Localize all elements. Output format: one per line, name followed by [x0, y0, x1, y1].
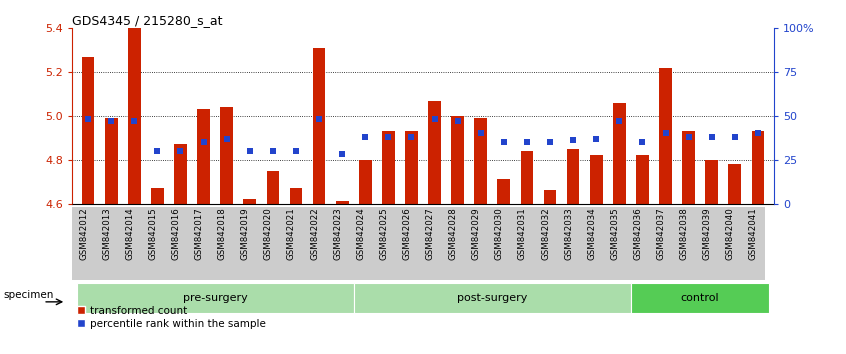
- Point: [451, 118, 464, 124]
- Bar: [151, 188, 164, 204]
- Text: GSM842028: GSM842028: [448, 207, 458, 260]
- Point: [197, 139, 211, 145]
- Text: GDS4345 / 215280_s_at: GDS4345 / 215280_s_at: [72, 14, 222, 27]
- Point: [635, 139, 649, 145]
- Text: GSM842039: GSM842039: [703, 207, 711, 260]
- Bar: [82, 57, 95, 204]
- Text: GSM842029: GSM842029: [472, 207, 481, 260]
- Bar: [359, 160, 371, 204]
- Bar: [567, 149, 580, 204]
- Bar: [497, 179, 510, 204]
- Bar: [751, 131, 764, 204]
- Point: [243, 148, 256, 154]
- Point: [359, 134, 372, 140]
- Point: [728, 134, 742, 140]
- Text: GSM842013: GSM842013: [102, 207, 111, 260]
- Bar: [706, 160, 718, 204]
- Text: GSM842017: GSM842017: [195, 207, 204, 260]
- Point: [566, 138, 580, 143]
- Text: GSM842026: GSM842026: [403, 207, 411, 260]
- Text: GSM842024: GSM842024: [356, 207, 365, 260]
- Point: [128, 118, 141, 124]
- Bar: [197, 109, 210, 204]
- Bar: [336, 201, 349, 204]
- Text: GSM842025: GSM842025: [379, 207, 388, 260]
- Bar: [728, 164, 741, 204]
- Point: [520, 139, 534, 145]
- Text: GSM842014: GSM842014: [125, 207, 135, 260]
- Text: GSM842032: GSM842032: [541, 207, 550, 260]
- Text: GSM842027: GSM842027: [426, 207, 435, 260]
- Bar: [544, 190, 557, 204]
- Point: [382, 134, 395, 140]
- Point: [289, 148, 303, 154]
- Bar: [636, 155, 649, 204]
- Bar: [682, 131, 695, 204]
- Point: [404, 134, 418, 140]
- Bar: [174, 144, 187, 204]
- Point: [497, 139, 511, 145]
- Point: [335, 152, 349, 157]
- Text: GSM842036: GSM842036: [634, 207, 642, 260]
- Point: [173, 148, 187, 154]
- Text: GSM842021: GSM842021: [287, 207, 296, 260]
- Bar: [590, 155, 602, 204]
- Text: GSM842015: GSM842015: [148, 207, 157, 260]
- Text: GSM842031: GSM842031: [518, 207, 527, 260]
- Text: post-surgery: post-surgery: [457, 293, 528, 303]
- Text: GSM842040: GSM842040: [726, 207, 735, 260]
- Bar: [428, 101, 441, 204]
- Text: specimen: specimen: [3, 290, 54, 299]
- Bar: [354, 283, 631, 313]
- Legend: transformed count, percentile rank within the sample: transformed count, percentile rank withi…: [77, 306, 266, 329]
- Bar: [405, 131, 418, 204]
- Text: GSM842022: GSM842022: [310, 207, 319, 260]
- Text: GSM842030: GSM842030: [495, 207, 504, 260]
- Text: GSM842018: GSM842018: [217, 207, 227, 260]
- Bar: [631, 283, 770, 313]
- Bar: [659, 68, 672, 204]
- Point: [151, 148, 164, 154]
- Bar: [128, 28, 140, 204]
- Text: GSM842012: GSM842012: [79, 207, 88, 260]
- Point: [312, 116, 326, 122]
- Text: GSM842019: GSM842019: [241, 207, 250, 260]
- Text: pre-surgery: pre-surgery: [183, 293, 248, 303]
- Text: GSM842037: GSM842037: [656, 207, 666, 260]
- Text: GSM842023: GSM842023: [333, 207, 342, 260]
- Bar: [382, 131, 395, 204]
- Point: [705, 134, 718, 140]
- Bar: [266, 171, 279, 204]
- Point: [590, 136, 603, 142]
- Point: [428, 116, 442, 122]
- Point: [104, 118, 118, 124]
- Point: [682, 134, 695, 140]
- Bar: [76, 283, 354, 313]
- Text: GSM842034: GSM842034: [587, 207, 596, 260]
- Bar: [313, 48, 326, 204]
- Bar: [244, 199, 256, 204]
- Text: GSM842035: GSM842035: [610, 207, 619, 260]
- Point: [751, 131, 765, 136]
- Bar: [520, 151, 533, 204]
- Text: GSM842038: GSM842038: [679, 207, 689, 260]
- Bar: [613, 103, 626, 204]
- Point: [81, 116, 95, 122]
- Bar: [105, 118, 118, 204]
- Point: [266, 148, 280, 154]
- Text: GSM842033: GSM842033: [564, 207, 573, 260]
- Point: [613, 118, 626, 124]
- Text: control: control: [681, 293, 719, 303]
- Bar: [220, 107, 233, 204]
- Point: [474, 131, 487, 136]
- Point: [659, 131, 673, 136]
- Text: GSM842041: GSM842041: [749, 207, 758, 260]
- Point: [220, 136, 233, 142]
- Bar: [475, 118, 487, 204]
- Text: GSM842020: GSM842020: [264, 207, 273, 260]
- Text: GSM842016: GSM842016: [172, 207, 180, 260]
- Point: [543, 139, 557, 145]
- Bar: [289, 188, 302, 204]
- Bar: [451, 116, 464, 204]
